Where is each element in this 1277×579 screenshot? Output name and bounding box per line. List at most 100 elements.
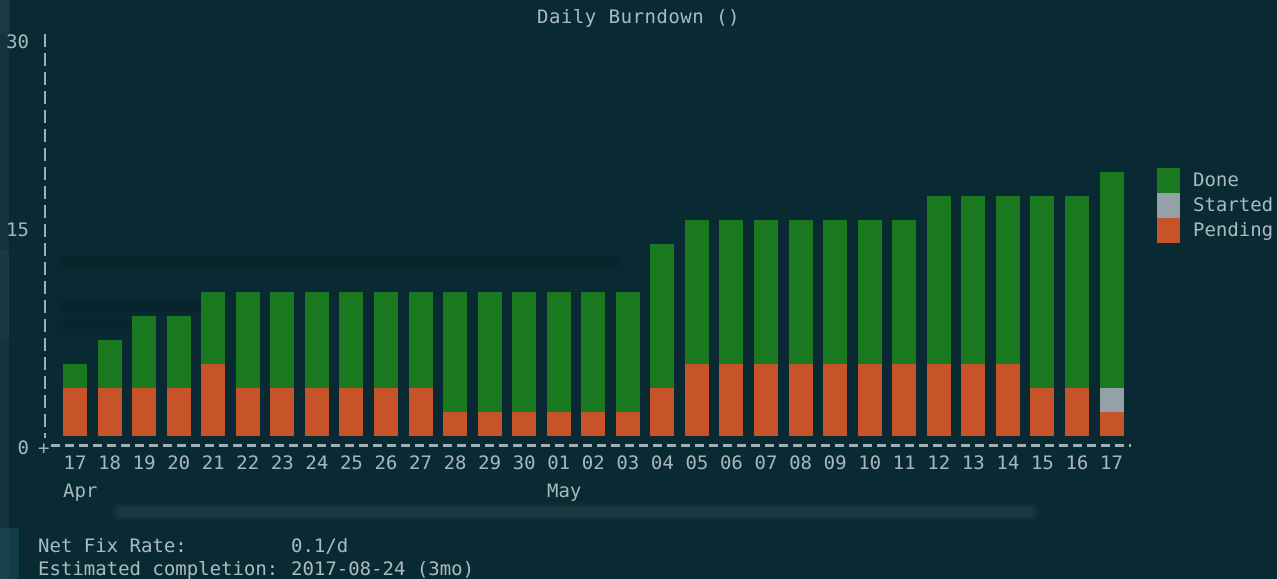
bar-segment-pending bbox=[166, 388, 191, 436]
bar-segment-pending bbox=[684, 364, 709, 436]
x-tick-label-06: 06 bbox=[719, 452, 743, 474]
bar-4-day-21 bbox=[201, 292, 226, 436]
axis-origin-glyph: + bbox=[38, 437, 50, 459]
bar-segment-pending bbox=[373, 388, 398, 436]
bar-0-day-17 bbox=[63, 364, 87, 436]
estimated-completion-row: Estimated completion: 2017-08-24 (3mo) bbox=[38, 558, 474, 579]
ghost-text-artifact bbox=[60, 256, 620, 269]
bar-21-day-08 bbox=[788, 220, 813, 436]
bar-segment-pending bbox=[512, 412, 537, 436]
bar-segment-done bbox=[1099, 172, 1124, 388]
bar-segment-pending bbox=[443, 412, 468, 436]
bar-27-day-14 bbox=[995, 196, 1020, 436]
x-tick-label-10: 10 bbox=[858, 452, 882, 474]
pending-swatch bbox=[1157, 218, 1180, 243]
y-axis-line bbox=[44, 34, 46, 438]
bar-segment-done bbox=[201, 292, 226, 364]
x-tick-label-18: 18 bbox=[98, 452, 121, 474]
x-tick-label-01: 01 bbox=[547, 452, 571, 474]
bar-segment-done bbox=[995, 196, 1020, 364]
x-tick-label-05: 05 bbox=[685, 452, 709, 474]
x-tick-label-21: 21 bbox=[201, 452, 225, 474]
bar-segment-done bbox=[270, 292, 295, 388]
x-tick-label-02: 02 bbox=[581, 452, 605, 474]
bar-7-day-24 bbox=[304, 292, 329, 436]
x-tick-label-20: 20 bbox=[167, 452, 191, 474]
bar-segment-pending bbox=[754, 364, 778, 436]
month-label-may: May bbox=[547, 480, 582, 502]
bar-26-day-13 bbox=[961, 196, 986, 436]
bar-segment-done bbox=[373, 292, 398, 388]
bar-segment-done bbox=[788, 220, 813, 364]
bar-23-day-10 bbox=[857, 220, 882, 436]
bar-segment-done bbox=[823, 220, 848, 364]
bar-segment-pending bbox=[270, 388, 295, 436]
bar-segment-done bbox=[684, 220, 709, 364]
bar-18-day-05 bbox=[684, 220, 709, 436]
bar-segment-done bbox=[443, 292, 468, 412]
x-tick-label-23: 23 bbox=[270, 452, 294, 474]
legend-row-started: Started bbox=[1157, 193, 1273, 218]
estimated-completion-label: Estimated completion: bbox=[38, 558, 279, 579]
y-tick-label-30: 30 bbox=[6, 31, 29, 53]
bar-segment-done bbox=[754, 220, 778, 364]
bar-segment-done bbox=[926, 196, 951, 364]
bar-segment-done bbox=[339, 292, 364, 388]
bar-8-day-25 bbox=[339, 292, 364, 436]
net-fix-rate-row: Net Fix Rate: 0.1/d bbox=[38, 535, 474, 558]
bar-segment-pending bbox=[201, 364, 226, 436]
bar-segment-pending bbox=[408, 388, 433, 436]
bar-segment-pending bbox=[63, 388, 87, 436]
x-tick-label-27: 27 bbox=[409, 452, 432, 474]
bar-segment-done bbox=[857, 220, 882, 364]
x-tick-label-17: 17 bbox=[1100, 452, 1123, 474]
bar-22-day-09 bbox=[823, 220, 848, 436]
bar-segment-pending bbox=[719, 364, 744, 436]
bar-segment-pending bbox=[97, 388, 122, 436]
legend-row-pending: Pending bbox=[1157, 218, 1273, 243]
bar-segment-done bbox=[650, 244, 675, 388]
x-tick-label-30: 30 bbox=[512, 452, 536, 474]
x-tick-label-12: 12 bbox=[927, 452, 951, 474]
legend-label-pending: Pending bbox=[1193, 219, 1274, 241]
x-tick-label-08: 08 bbox=[789, 452, 812, 474]
bar-segment-pending bbox=[857, 364, 882, 436]
bar-6-day-23 bbox=[270, 292, 295, 436]
bar-segment-done bbox=[1064, 196, 1089, 388]
bar-17-day-04 bbox=[650, 244, 675, 436]
bar-11-day-28 bbox=[443, 292, 468, 436]
bar-segment-done bbox=[304, 292, 329, 388]
bar-segment-done bbox=[892, 220, 917, 364]
bar-1-day-18 bbox=[97, 340, 122, 436]
x-tick-label-14: 14 bbox=[996, 452, 1020, 474]
x-tick-label-19: 19 bbox=[132, 452, 156, 474]
chart-title: Daily Burndown () bbox=[537, 6, 740, 28]
month-label-apr: Apr bbox=[63, 480, 98, 502]
net-fix-rate-value: 0.1/d bbox=[291, 535, 349, 557]
ghost-text-artifact bbox=[115, 505, 1035, 519]
bar-segment-done bbox=[132, 316, 157, 388]
y-tick-label-15: 15 bbox=[6, 219, 29, 241]
bar-segment-done bbox=[546, 292, 571, 412]
bar-segment-pending bbox=[1064, 388, 1089, 436]
bar-segment-pending bbox=[339, 388, 364, 436]
legend-row-done: Done bbox=[1157, 168, 1273, 193]
bar-segment-started bbox=[1099, 388, 1124, 412]
bar-segment-done bbox=[408, 292, 433, 388]
bar-segment-pending bbox=[546, 412, 571, 436]
bar-segment-pending bbox=[961, 364, 986, 436]
x-tick-label-16: 16 bbox=[1065, 452, 1089, 474]
x-tick-label-09: 09 bbox=[823, 452, 847, 474]
left-edge-artifact bbox=[0, 0, 9, 579]
legend-label-done: Done bbox=[1193, 169, 1239, 191]
legend: Done Started Pending bbox=[1157, 168, 1273, 243]
bar-segment-done bbox=[235, 292, 260, 388]
x-tick-label-22: 22 bbox=[236, 452, 260, 474]
bar-segment-done bbox=[63, 364, 87, 388]
bar-28-day-15 bbox=[1030, 196, 1055, 436]
bar-segment-pending bbox=[1030, 388, 1055, 436]
ghost-text-artifact bbox=[60, 300, 210, 312]
bar-segment-pending bbox=[650, 388, 675, 436]
x-tick-label-03: 03 bbox=[616, 452, 640, 474]
